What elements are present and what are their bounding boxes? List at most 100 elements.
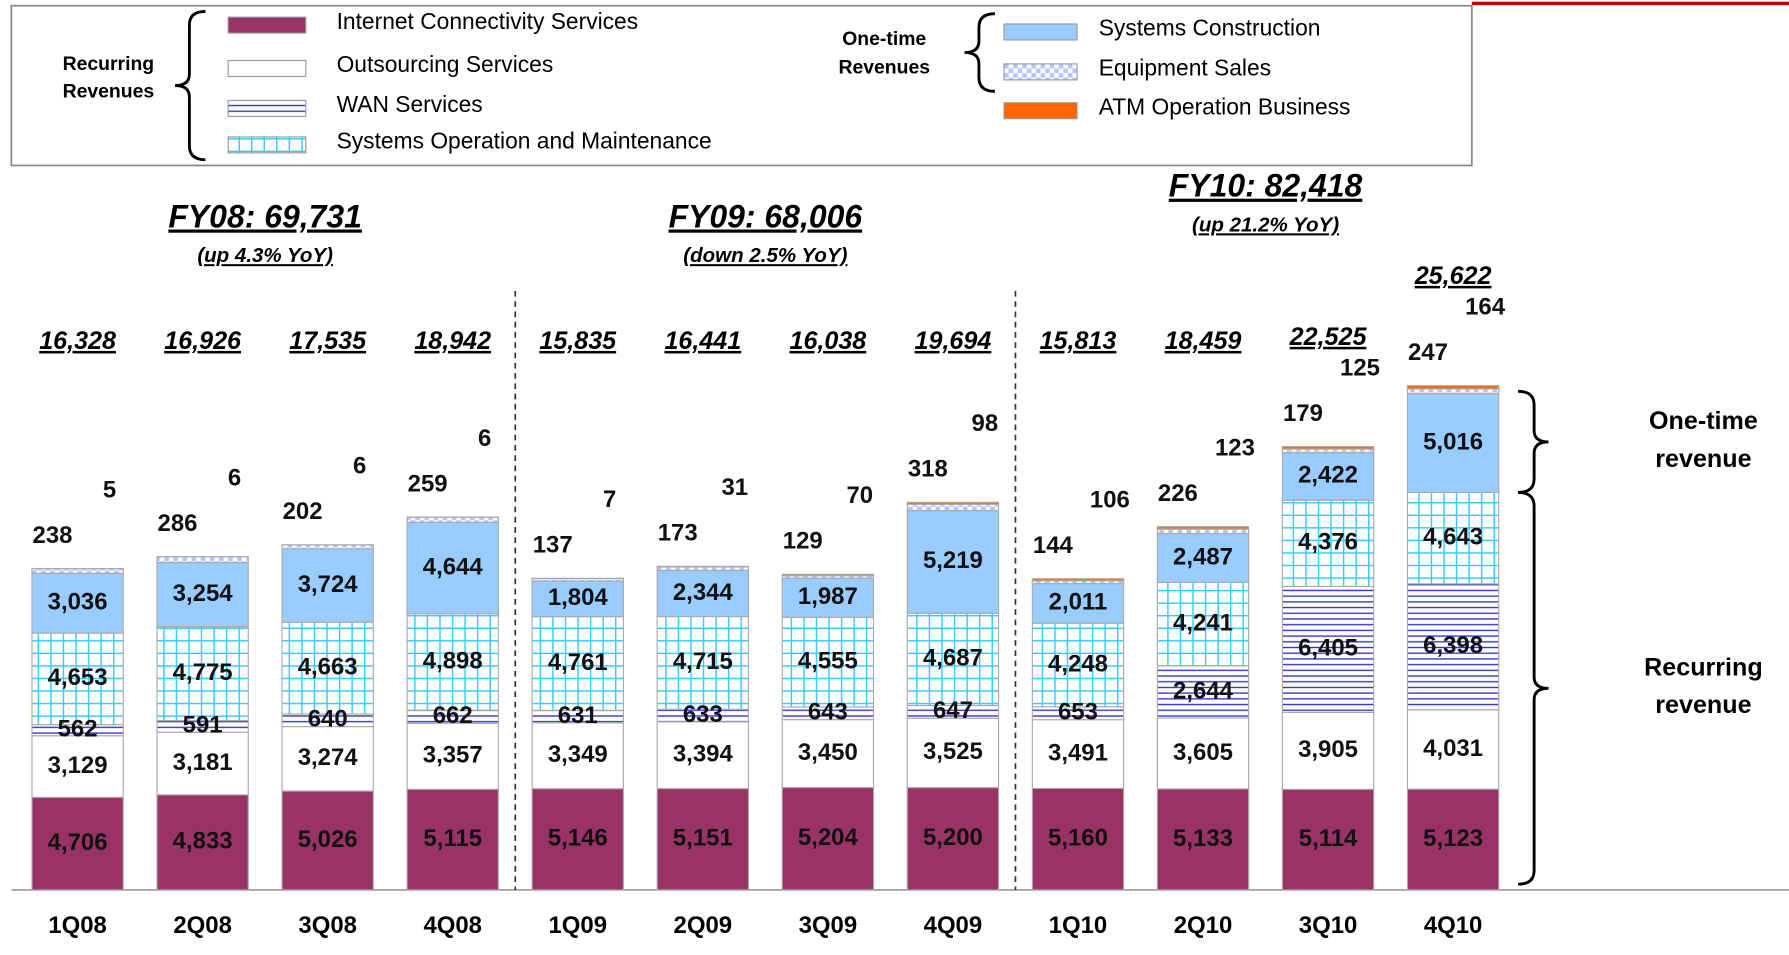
bar-segment <box>1031 578 1125 582</box>
bar-segment <box>406 722 499 790</box>
side-brace <box>1518 491 1549 886</box>
data-label: 6 <box>228 465 241 492</box>
legend-label: ATM Operation Business <box>1099 93 1351 119</box>
bar-segment <box>1406 388 1500 395</box>
data-label: 6,405 <box>1298 635 1358 662</box>
data-label: 6 <box>478 425 491 452</box>
brace-label: revenue <box>1655 691 1751 719</box>
total-label: 16,038 <box>789 327 866 355</box>
data-label: 5,146 <box>548 825 608 852</box>
data-label: 3,357 <box>423 742 483 769</box>
data-label: 4,376 <box>1298 529 1358 556</box>
bar-segment <box>1281 585 1375 714</box>
total-label: 22,525 <box>1289 323 1368 351</box>
data-label: 6 <box>353 453 366 480</box>
bar-segment <box>781 786 875 891</box>
x-tick-label: 3Q09 <box>799 912 858 939</box>
bar-segment <box>281 544 374 550</box>
bar-segment <box>406 788 499 891</box>
bar-segment <box>1031 787 1125 891</box>
total-label: 18,942 <box>414 327 491 355</box>
legend-swatch <box>227 136 307 154</box>
bar-segment <box>1281 446 1375 450</box>
legend-label: Outsourcing Services <box>337 51 554 77</box>
group-subtitle: (down 2.5% YoY) <box>683 244 847 267</box>
bar-segment <box>1406 393 1500 494</box>
data-label: 3,349 <box>548 741 608 768</box>
bar-segment <box>1156 532 1250 584</box>
bar-segment <box>406 613 499 711</box>
data-label: 4,706 <box>48 829 108 856</box>
legend-label: Systems Operation and Maintenance <box>337 128 712 154</box>
data-label: 2,644 <box>1173 677 1234 704</box>
legend-brace <box>174 9 206 162</box>
data-label: 631 <box>558 702 598 729</box>
data-label: 98 <box>972 410 999 437</box>
side-brace <box>1518 389 1549 494</box>
x-tick-label: 2Q08 <box>173 912 232 939</box>
data-label: 4,775 <box>173 659 233 686</box>
legend-group-label: Revenues <box>838 57 930 79</box>
x-tick-label: 1Q09 <box>548 912 607 939</box>
data-label: 318 <box>908 456 948 483</box>
bar-segment <box>781 573 875 577</box>
bar-segment <box>156 731 249 796</box>
brace-label: Recurring <box>1644 654 1763 682</box>
data-label: 4,715 <box>673 648 733 675</box>
bar-segment <box>1156 788 1250 891</box>
data-label: 125 <box>1340 354 1380 381</box>
bar-segment <box>1281 711 1375 790</box>
data-label: 643 <box>808 699 848 726</box>
data-label: 5 <box>103 476 116 503</box>
bar-segment <box>281 621 374 715</box>
brace-label: One-time <box>1649 407 1758 435</box>
total-label: 17,535 <box>289 327 367 355</box>
bar-segment <box>1406 491 1500 585</box>
bar-segment <box>906 509 1000 614</box>
data-label: 647 <box>933 697 973 724</box>
bar-segment <box>1406 788 1500 891</box>
legend-group-label: Revenues <box>63 81 155 103</box>
bar-segment <box>1156 528 1250 535</box>
data-label: 70 <box>846 482 873 509</box>
data-label: 4,687 <box>923 645 983 672</box>
x-tick-label: 2Q09 <box>674 912 733 939</box>
data-label: 2,487 <box>1173 543 1233 570</box>
data-label: 3,605 <box>1173 739 1233 766</box>
data-label: 3,905 <box>1298 736 1358 763</box>
data-label: 640 <box>308 706 348 733</box>
legend-swatch <box>1003 23 1078 41</box>
data-label: 226 <box>1158 480 1198 507</box>
total-label: 18,459 <box>1165 327 1242 355</box>
group-subtitle: (up 21.2% YoY) <box>1192 213 1339 236</box>
data-label: 4,241 <box>1173 610 1233 637</box>
x-tick-label: 4Q10 <box>1424 912 1483 939</box>
x-tick-label: 3Q10 <box>1299 912 1358 939</box>
data-label: 591 <box>183 712 223 739</box>
data-label: 2,011 <box>1049 589 1108 616</box>
total-label: 15,835 <box>539 327 617 355</box>
x-tick-label: 4Q08 <box>423 912 482 939</box>
data-label: 7 <box>603 486 616 513</box>
data-label: 5,160 <box>1048 824 1108 851</box>
bar-segment <box>31 796 124 891</box>
bar-segment <box>156 556 249 564</box>
bar-segment <box>1156 526 1250 530</box>
data-label: 259 <box>408 471 448 498</box>
bar-segment <box>1281 452 1375 501</box>
legend-label: Internet Connectivity Services <box>337 8 639 34</box>
data-label: 31 <box>721 474 748 501</box>
bar-segment <box>1406 709 1500 790</box>
bar-segment <box>1406 385 1500 390</box>
bar-segment <box>656 615 750 710</box>
data-label: 4,644 <box>423 553 484 580</box>
data-label: 3,254 <box>173 580 234 607</box>
legend-label: Systems Construction <box>1099 15 1321 41</box>
bar-segment <box>656 565 750 568</box>
data-label: 662 <box>433 702 473 729</box>
bar-segment <box>1406 583 1500 711</box>
legend-swatch <box>1003 102 1078 120</box>
legend-swatch <box>227 59 307 78</box>
data-label: 6,398 <box>1423 632 1483 659</box>
